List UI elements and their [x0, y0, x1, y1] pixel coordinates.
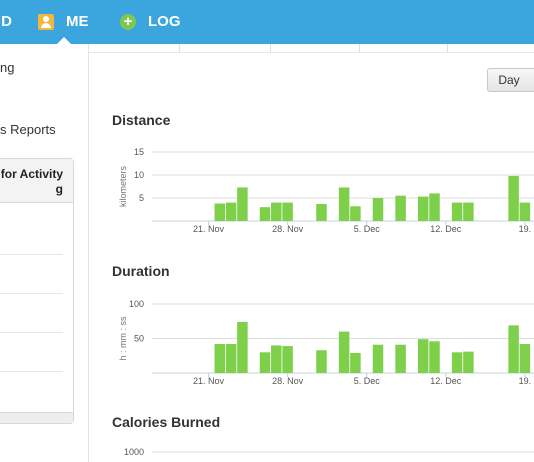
sub-tabs-strip: [89, 44, 534, 53]
y-tick-label: 1000: [124, 447, 144, 457]
bar: [429, 193, 440, 221]
bar: [395, 195, 406, 221]
distance-title: Distance: [112, 112, 171, 128]
sidebar: ng s Reports for Activity g: [0, 44, 89, 462]
panel-title-line-2: g: [55, 182, 63, 196]
panel-title-line-1: for Activity: [0, 167, 63, 181]
day-button[interactable]: Day: [487, 68, 531, 92]
nav-item-log[interactable]: LOG: [148, 13, 181, 30]
bar: [282, 346, 293, 373]
x-tick-label: 19.: [519, 376, 532, 384]
x-tick-label: 12. Dec: [430, 224, 462, 232]
top-navigation: D ME + LOG: [0, 0, 534, 44]
bar: [451, 202, 463, 221]
distance-chart: 15 10 5 kilometers 21. Nov 28. Nov 5. Dec 12. D…: [118, 147, 534, 232]
bar: [417, 196, 429, 221]
bar: [237, 187, 248, 221]
bar: [237, 321, 248, 373]
bar: [519, 202, 531, 221]
bar: [225, 344, 237, 373]
bar: [508, 175, 519, 221]
nav-item-me[interactable]: ME: [66, 13, 89, 30]
bar: [350, 352, 361, 373]
bar: [451, 352, 463, 373]
x-tick-label: 5. Dec: [354, 224, 381, 232]
bar: [214, 344, 226, 373]
bar: [417, 339, 429, 373]
nav-item-partial[interactable]: D: [1, 13, 12, 30]
bar: [316, 350, 327, 373]
bar: [259, 207, 271, 221]
sidebar-link-1[interactable]: ng: [0, 60, 15, 75]
plus-circle-icon[interactable]: +: [120, 14, 136, 30]
x-tick-label: 5. Dec: [354, 376, 381, 384]
list-item[interactable]: [0, 332, 63, 333]
bar: [316, 203, 327, 221]
x-tick-label: 21. Nov: [193, 224, 225, 232]
y-tick-label: 10: [134, 170, 144, 180]
bar: [282, 202, 293, 221]
bar: [463, 351, 474, 373]
bar: [338, 187, 350, 221]
activity-panel-header: for Activity g: [0, 159, 73, 203]
y-tick-label: 50: [134, 334, 144, 344]
x-tick-label: 28. Nov: [272, 376, 304, 384]
bar: [271, 202, 282, 221]
y-tick-label: 5: [139, 193, 144, 203]
duration-title: Duration: [112, 263, 170, 279]
duration-chart: 100 50 h : mm : ss 21. Nov 28. Nov 5. Dec 12. …: [118, 299, 534, 384]
y-tick-label: 15: [134, 147, 144, 157]
bar: [508, 325, 519, 373]
x-tick-label: 19.: [519, 224, 532, 232]
bar: [259, 352, 271, 373]
active-tab-caret: [57, 37, 71, 44]
x-tick-label: 12. Dec: [430, 376, 462, 384]
bar: [519, 344, 531, 373]
calories-chart: 1000: [124, 447, 534, 457]
y-axis-label: kilometers: [118, 165, 128, 207]
bar: [271, 345, 282, 373]
bar: [338, 331, 350, 373]
x-tick-label: 21. Nov: [193, 376, 225, 384]
bar: [372, 344, 384, 373]
list-item[interactable]: [0, 371, 63, 372]
bar: [225, 202, 237, 221]
calories-title: Calories Burned: [112, 414, 221, 430]
week-button-partial[interactable]: [529, 68, 534, 92]
user-icon[interactable]: [38, 14, 54, 30]
panel-footer: [0, 412, 73, 423]
bar: [350, 206, 361, 221]
bar: [463, 202, 474, 221]
bar: [214, 203, 226, 221]
main-content: Day Distance 15 10 5 kilometers 21. Nov 28. N…: [89, 44, 534, 462]
list-item[interactable]: [0, 293, 63, 294]
activity-panel: for Activity g: [0, 158, 74, 424]
sidebar-link-reports[interactable]: s Reports: [0, 122, 56, 137]
bar: [372, 198, 384, 221]
x-tick-label: 28. Nov: [272, 224, 304, 232]
bar: [395, 344, 406, 373]
bar: [429, 341, 440, 373]
y-axis-label: h : mm : ss: [118, 316, 128, 361]
list-item[interactable]: [0, 254, 63, 255]
y-tick-label: 100: [129, 299, 144, 309]
